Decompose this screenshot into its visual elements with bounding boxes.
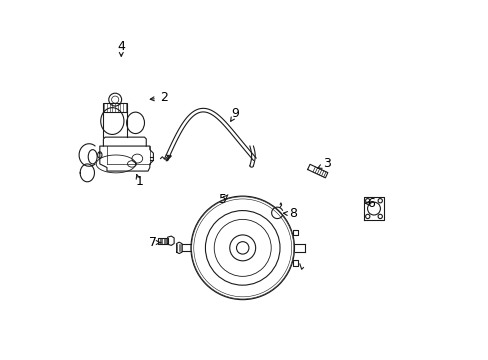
Text: 3: 3: [322, 157, 330, 170]
Text: 2: 2: [160, 91, 168, 104]
Text: 4: 4: [117, 40, 125, 53]
Text: 6: 6: [366, 197, 374, 210]
Text: 9: 9: [231, 107, 239, 120]
Text: 5: 5: [219, 193, 226, 206]
Bar: [103, 103, 126, 112]
Text: 8: 8: [288, 207, 296, 220]
Bar: [157, 238, 167, 244]
Text: 7: 7: [149, 236, 157, 249]
Text: 1: 1: [135, 175, 143, 188]
